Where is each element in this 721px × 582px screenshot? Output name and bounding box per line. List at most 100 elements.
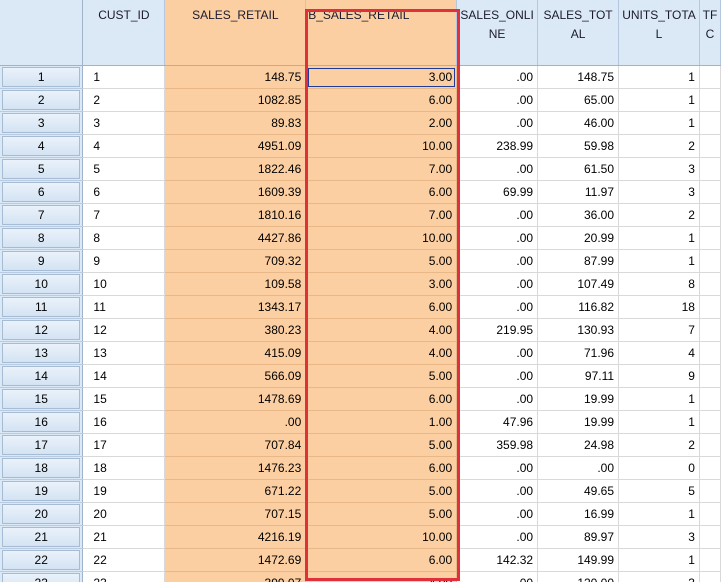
column-header-sales-retail[interactable]: SALES_RETAIL [164,0,307,66]
cell-cust-id[interactable]: 13 [82,341,166,365]
cell-sales-total[interactable]: .00 [537,456,620,480]
cell-sales-online[interactable]: .00 [456,203,539,227]
cell-cust-id[interactable]: 14 [82,364,166,388]
cell-cust-id[interactable]: 8 [82,226,166,250]
cell-sales-online[interactable]: .00 [456,571,539,582]
cell-units-total[interactable]: 5 [618,479,700,503]
cell-units-total[interactable]: 1 [618,387,700,411]
cell-cust-id[interactable]: 15 [82,387,166,411]
cell-sales-retail[interactable]: 707.84 [164,433,307,457]
cell-sales-online[interactable]: 47.96 [456,410,539,434]
cell-sales-retail[interactable]: 1343.17 [164,295,307,319]
cell-sales-retail[interactable]: 671.22 [164,479,307,503]
cell-truncated[interactable] [699,364,721,388]
cell-cust-id[interactable]: 3 [82,111,166,135]
row-number[interactable]: 4 [0,134,84,158]
cell-sales-retail[interactable]: .00 [164,410,307,434]
cell-sales-online[interactable]: .00 [456,272,539,296]
cell-sales-retail[interactable]: 1476.23 [164,456,307,480]
cell-cust-id[interactable]: 17 [82,433,166,457]
row-number[interactable]: 9 [0,249,84,273]
cell-b-sales-retail[interactable]: 6.00 [305,387,458,411]
cell-b-sales-retail[interactable]: 6.00 [305,456,458,480]
cell-sales-retail[interactable]: 4427.86 [164,226,307,250]
cell-sales-online[interactable]: .00 [456,88,539,112]
cell-truncated[interactable] [699,548,721,572]
cell-truncated[interactable] [699,502,721,526]
cell-truncated[interactable] [699,203,721,227]
cell-b-sales-retail[interactable]: 5.00 [305,364,458,388]
cell-b-sales-retail[interactable]: 10.00 [305,226,458,250]
cell-sales-total[interactable]: 11.97 [537,180,620,204]
cell-b-sales-retail[interactable]: 3.00 [305,272,458,296]
cell-sales-total[interactable]: 19.99 [537,387,620,411]
cell-units-total[interactable]: 8 [618,272,700,296]
cell-sales-online[interactable]: 142.32 [456,548,539,572]
cell-sales-total[interactable]: 46.00 [537,111,620,135]
row-number[interactable]: 5 [0,157,84,181]
cell-b-sales-retail[interactable]: 7.00 [305,203,458,227]
row-number[interactable]: 6 [0,180,84,204]
cell-sales-retail[interactable]: 399.07 [164,571,307,582]
cell-sales-online[interactable]: .00 [456,387,539,411]
cell-cust-id[interactable]: 10 [82,272,166,296]
row-number[interactable]: 3 [0,111,84,135]
cell-sales-online[interactable]: .00 [456,479,539,503]
cell-truncated[interactable] [699,134,721,158]
row-number[interactable]: 16 [0,410,84,434]
cell-b-sales-retail[interactable]: 5.00 [305,433,458,457]
cell-sales-retail[interactable]: 380.23 [164,318,307,342]
cell-sales-online[interactable]: .00 [456,502,539,526]
row-number[interactable]: 23 [0,571,84,582]
cell-units-total[interactable]: 1 [618,502,700,526]
cell-units-total[interactable]: 18 [618,295,700,319]
column-header-cust-id[interactable]: CUST_ID [82,0,166,66]
cell-b-sales-retail[interactable]: 1.00 [305,410,458,434]
cell-sales-total[interactable]: 149.99 [537,548,620,572]
cell-truncated[interactable] [699,571,721,582]
cell-units-total[interactable]: 2 [618,203,700,227]
cell-sales-retail[interactable]: 1472.69 [164,548,307,572]
column-header-b-sales-retail[interactable]: B_SALES_RETAIL [305,0,458,66]
row-number[interactable]: 17 [0,433,84,457]
cell-sales-total[interactable]: 19.99 [537,410,620,434]
cell-units-total[interactable]: 1 [618,410,700,434]
cell-units-total[interactable]: 1 [618,249,700,273]
cell-units-total[interactable]: 3 [618,525,700,549]
cell-units-total[interactable]: 1 [618,111,700,135]
cell-sales-online[interactable]: 69.99 [456,180,539,204]
cell-sales-online[interactable]: .00 [456,525,539,549]
row-number[interactable]: 20 [0,502,84,526]
cell-truncated[interactable] [699,433,721,457]
cell-b-sales-retail[interactable]: 4.00 [305,571,458,582]
cell-sales-retail[interactable]: 1082.85 [164,88,307,112]
cell-sales-total[interactable]: 49.65 [537,479,620,503]
cell-sales-total[interactable]: 59.98 [537,134,620,158]
cell-b-sales-retail[interactable]: 10.00 [305,525,458,549]
cell-cust-id[interactable]: 20 [82,502,166,526]
cell-b-sales-retail[interactable]: 4.00 [305,341,458,365]
cell-sales-online[interactable]: .00 [456,456,539,480]
cell-sales-online[interactable]: .00 [456,157,539,181]
cell-b-sales-retail[interactable]: 6.00 [305,180,458,204]
row-number[interactable]: 8 [0,226,84,250]
row-number[interactable]: 12 [0,318,84,342]
cell-cust-id[interactable]: 16 [82,410,166,434]
cell-cust-id[interactable]: 19 [82,479,166,503]
cell-units-total[interactable]: 3 [618,571,700,582]
cell-b-sales-retail[interactable]: 5.00 [305,502,458,526]
row-number[interactable]: 2 [0,88,84,112]
cell-units-total[interactable]: 1 [618,226,700,250]
cell-b-sales-retail[interactable]: 10.00 [305,134,458,158]
cell-truncated[interactable] [699,341,721,365]
cell-truncated[interactable] [699,456,721,480]
column-header-units-total[interactable]: UNITS_TOTA L [618,0,700,66]
column-header-sales-online[interactable]: SALES_ONLI NE [456,0,539,66]
cell-truncated[interactable] [699,272,721,296]
cell-b-sales-retail[interactable]: 7.00 [305,157,458,181]
cell-sales-online[interactable]: .00 [456,226,539,250]
cell-sales-retail[interactable]: 709.32 [164,249,307,273]
cell-truncated[interactable] [699,226,721,250]
cell-units-total[interactable]: 1 [618,88,700,112]
cell-sales-total[interactable]: 20.99 [537,226,620,250]
